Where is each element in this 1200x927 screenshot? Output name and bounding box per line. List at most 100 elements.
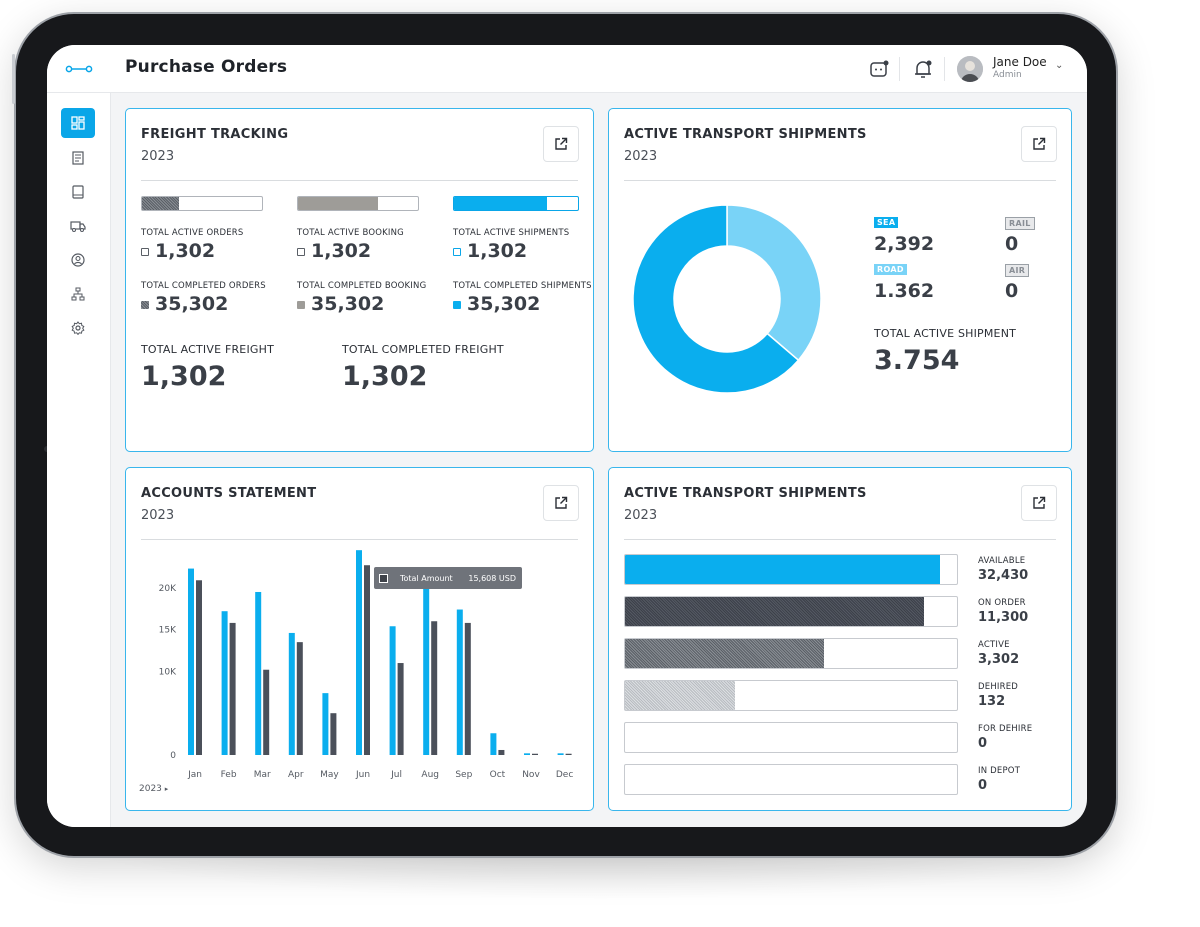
open-external-button[interactable] [543, 126, 579, 162]
bar-dec-series-1[interactable] [557, 753, 564, 755]
open-external-button[interactable] [1021, 485, 1057, 521]
bar-jan-series-1[interactable] [188, 568, 194, 755]
bar-jun-series-1[interactable] [356, 550, 362, 755]
bar-apr-series-2[interactable] [296, 642, 303, 755]
inventory-label-active: ACTIVE [978, 640, 1010, 650]
total-completed-freight-label: TOTAL COMPLETED FREIGHT [342, 343, 504, 356]
accounts-statement-card: ACCOUNTS STATEMENT 2023 0 10K 15K 20K Jan Feb… [125, 467, 594, 811]
bar-feb-series-2[interactable] [229, 622, 236, 755]
accounts-bar-chart: 0 10K 15K 20K Jan Feb Mar Apr May Jun Jul Aug Sep Oct… [159, 550, 573, 780]
sidebar-item-organization[interactable] [61, 279, 95, 309]
external-link-icon [1033, 137, 1046, 150]
document-list-icon [72, 151, 84, 165]
bar-apr-series-1[interactable] [288, 632, 295, 755]
transport-shipments-card: ACTIVE TRANSPORT SHIPMENTS 2023 SEA 2,39… [608, 108, 1072, 452]
inventory-value-dehired: 132 [978, 694, 1006, 709]
bar-nov-series-1[interactable] [524, 753, 530, 755]
mode-value-road: 1.362 [874, 280, 935, 302]
total-active-shipment-value: 3.754 [874, 345, 960, 376]
bar-jan-series-2[interactable] [196, 580, 202, 755]
legend-swatch [453, 247, 461, 256]
bar-jul-series-2[interactable] [397, 663, 404, 755]
x-tick-label: Jun [355, 770, 370, 780]
volume-button [12, 54, 15, 104]
card-title: ACTIVE TRANSPORT SHIPMENTS [624, 486, 867, 501]
card-divider [141, 180, 578, 181]
inventory-label-dehired: DEHIRED [978, 682, 1019, 692]
orders-progress-bar [141, 196, 263, 211]
sidebar-item-book[interactable] [61, 177, 95, 207]
sidebar-item-dashboard[interactable] [61, 108, 95, 138]
bar-jul-series-1[interactable] [389, 626, 396, 755]
x-tick-label: Oct [490, 770, 506, 780]
inventory-bar-for-dehire [624, 722, 958, 753]
external-link-icon [555, 137, 568, 150]
x-tick-label: Jan [187, 770, 202, 780]
legend-swatch [297, 300, 305, 309]
truck-icon [70, 221, 86, 232]
x-tick-label: Sep [455, 770, 472, 780]
user-name[interactable]: Jane Doe [993, 55, 1047, 69]
tooltip-value: 15,608 USD [468, 573, 516, 583]
avatar[interactable] [957, 56, 983, 82]
shipments-progress-bar [453, 196, 579, 211]
bar-oct-series-2[interactable] [498, 749, 505, 755]
donut-slice-road[interactable] [726, 204, 822, 362]
bar-sep-series-2[interactable] [464, 622, 471, 755]
legend-swatch [453, 300, 461, 309]
mode-tag-road: ROAD [874, 264, 907, 275]
sidebar-item-settings[interactable] [61, 313, 95, 343]
inventory-bar-on-order [624, 596, 958, 627]
bar-mar-series-1[interactable] [255, 591, 262, 755]
sidebar-item-shipments[interactable] [61, 211, 95, 241]
app-logo-icon[interactable] [65, 62, 93, 76]
inventory-label-for-dehire: FOR DEHIRE [978, 724, 1033, 734]
bar-may-series-1[interactable] [322, 693, 329, 755]
bar-jun-series-2[interactable] [364, 565, 370, 755]
orders-completed-label: TOTAL COMPLETED ORDERS [141, 281, 266, 291]
inventory-bar-fill [625, 555, 941, 584]
donut-slice-sea[interactable] [632, 204, 800, 394]
bar-dec-series-2[interactable] [565, 753, 572, 755]
inventory-bar-in-depot [624, 764, 958, 795]
x-tick-label: Apr [288, 770, 304, 780]
card-year: 2023 [141, 508, 175, 523]
x-tick-label: May [320, 770, 339, 780]
top-bar: Purchase Orders Jane Do [47, 45, 1087, 93]
card-year: 2023 [141, 149, 175, 164]
bar-nov-series-2[interactable] [532, 753, 538, 755]
user-role: Admin [993, 70, 1022, 80]
tooltip-label: Total Amount [400, 573, 453, 583]
legend-swatch [141, 247, 149, 256]
x-tick-label: Jul [390, 770, 402, 780]
bar-aug-series-2[interactable] [431, 621, 438, 755]
shipments-active-value: 1,302 [453, 240, 527, 262]
mode-value-rail: 0 [1005, 233, 1019, 255]
total-completed-freight-value: 1,302 [342, 361, 428, 392]
app-screen: Purchase Orders Jane Do [47, 45, 1087, 827]
x-tick-label: Feb [221, 770, 237, 780]
notification-bell-icon[interactable] [912, 58, 934, 80]
total-active-freight-label: TOTAL ACTIVE FREIGHT [141, 343, 275, 356]
year-selector[interactable]: 2023 ▸ [139, 784, 169, 794]
bar-aug-series-1[interactable] [423, 582, 430, 755]
inventory-bar-available [624, 554, 958, 585]
inventory-value-on-order: 11,300 [978, 610, 1029, 625]
orders-progress-fill [142, 197, 180, 210]
open-external-button[interactable] [1021, 126, 1057, 162]
inventory-bar-dehired [624, 680, 958, 711]
sidebar-item-profile[interactable] [61, 245, 95, 275]
chat-bot-icon[interactable] [868, 58, 890, 80]
inventory-value-for-dehire: 0 [978, 736, 988, 751]
bar-sep-series-1[interactable] [456, 609, 463, 755]
sidebar-item-documents[interactable] [61, 143, 95, 173]
card-year: 2023 [624, 149, 658, 164]
chevron-down-icon[interactable]: ⌄ [1055, 60, 1064, 71]
user-portrait-icon [957, 56, 983, 82]
bar-mar-series-2[interactable] [263, 669, 270, 755]
bar-oct-series-1[interactable] [490, 733, 497, 755]
bar-may-series-2[interactable] [330, 713, 337, 755]
bar-feb-series-1[interactable] [221, 611, 228, 755]
open-external-button[interactable] [543, 485, 579, 521]
top-divider [944, 57, 945, 81]
